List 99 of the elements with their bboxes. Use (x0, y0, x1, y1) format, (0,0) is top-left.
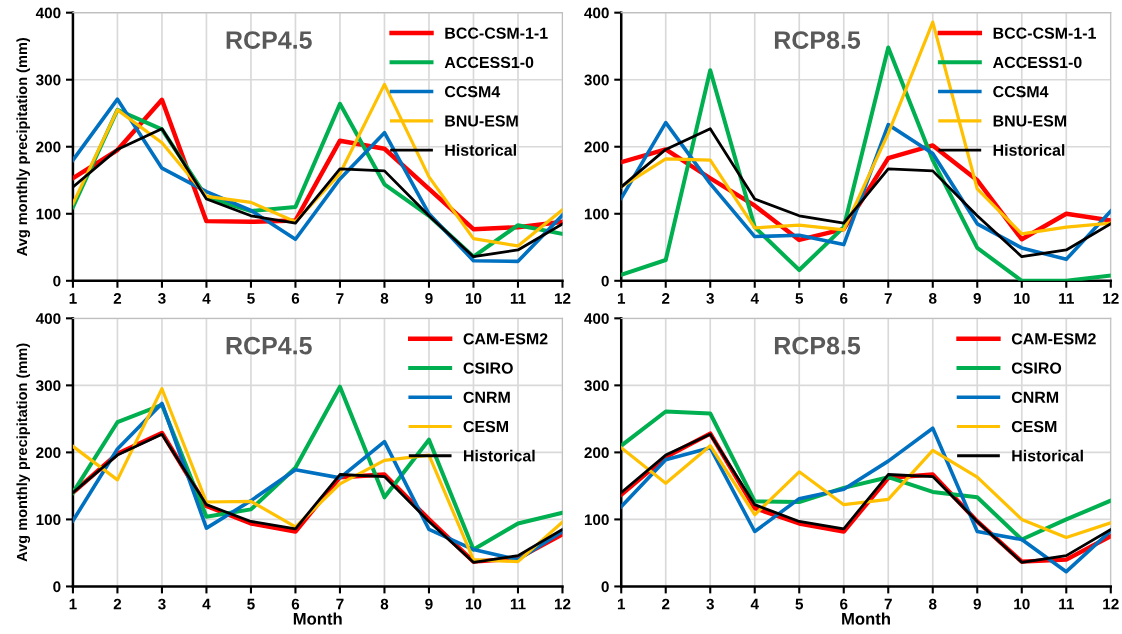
x-axis-title: Month (293, 612, 342, 625)
legend-label: BCC-CSM-1-1 (993, 27, 1096, 39)
x-tick-label: 6 (291, 293, 300, 304)
y-tick-label: 0 (601, 581, 609, 593)
legend-label: BCC-CSM-1-1 (445, 27, 548, 39)
x-tick-label: 2 (662, 598, 670, 610)
x-tick-label: 1 (69, 598, 77, 610)
x-tick-label: 3 (706, 293, 714, 304)
x-tick-label: 3 (706, 598, 714, 610)
legend-label: Historical (463, 449, 535, 462)
x-tick-label: 6 (291, 598, 300, 610)
text: RCP4.5 (226, 31, 312, 49)
y-tick-label: 200 (584, 447, 609, 459)
y-tick-label: 300 (584, 74, 609, 86)
y-tick-label: 300 (35, 380, 61, 392)
x-axis-title: Month (842, 612, 890, 625)
x-tick-label: 2 (113, 293, 122, 304)
x-tick-label: 2 (113, 598, 122, 610)
x-tick-label: 11 (1059, 598, 1074, 610)
y-tick-label: 400 (584, 313, 609, 325)
y-tick-label: 0 (53, 581, 61, 593)
x-tick-label: 10 (1014, 598, 1030, 610)
y-axis-title: Avg monthly precipitation (mm) (16, 343, 31, 562)
line-series (621, 444, 1111, 540)
y-tick-label: 100 (36, 208, 61, 220)
y-tick-label: 200 (36, 447, 61, 459)
x-tick-label: 9 (973, 293, 981, 304)
x-tick-label: 1 (69, 293, 77, 304)
x-tick-label: 5 (795, 293, 804, 304)
y-tick-label: 400 (584, 7, 609, 19)
x-tick-label: 4 (202, 598, 211, 610)
x-tick-label: 7 (884, 293, 892, 304)
y-tick-label: 300 (584, 380, 609, 392)
y-tick-label: 0 (601, 275, 609, 287)
legend-label: ACCESS1-0 (992, 56, 1082, 69)
legend-label: ACCESS1-0 (444, 56, 534, 69)
line-series (72, 82, 563, 248)
text: RCP8.5 (774, 336, 861, 355)
x-tick-label: 8 (380, 598, 389, 610)
legend-label: CNRM (463, 391, 510, 403)
y-tick-label: 100 (36, 514, 61, 526)
x-tick-label: 11 (1059, 293, 1074, 304)
x-tick-label: 12 (1103, 598, 1119, 610)
y-tick-label: 100 (584, 514, 609, 526)
x-tick-label: 12 (554, 293, 571, 304)
y-tick-label: 300 (35, 74, 61, 86)
x-tick-label: 7 (336, 293, 344, 304)
x-tick-label: 4 (202, 293, 211, 304)
y-tick-label: 100 (584, 208, 609, 220)
legend-label: Historical (993, 144, 1065, 156)
x-tick-label: 3 (158, 598, 166, 610)
x-tick-label: 7 (884, 598, 892, 610)
x-tick-label: 9 (425, 293, 433, 304)
x-tick-label: 10 (465, 598, 482, 610)
legend-label: Historical (445, 144, 516, 156)
x-tick-label: 12 (1103, 293, 1119, 304)
x-tick-label: 1 (617, 293, 626, 304)
x-tick-label: 8 (929, 598, 937, 610)
x-tick-label: 8 (929, 293, 937, 304)
x-tick-label: 3 (158, 293, 166, 304)
line-series (621, 20, 1111, 236)
legend-label: CSIRO (1011, 362, 1062, 374)
x-tick-label: 6 (840, 293, 848, 304)
x-tick-label: 9 (425, 598, 433, 610)
legend-label: CNRM (1011, 391, 1059, 403)
legend-label: BNU-ESM (445, 115, 518, 127)
legend-label: CESM (1011, 420, 1057, 433)
x-tick-label: 9 (973, 598, 981, 610)
x-tick-label: 4 (750, 293, 759, 304)
legend-label: CCSM4 (993, 86, 1049, 98)
x-tick-label: 7 (336, 598, 344, 610)
x-tick-label: 10 (1014, 293, 1030, 304)
legend-label: CSIRO (463, 362, 513, 374)
y-tick-label: 400 (35, 313, 61, 325)
legend-label: CAM-ESM2 (1011, 333, 1096, 345)
x-tick-label: 5 (247, 293, 255, 304)
x-tick-label: 8 (380, 293, 389, 304)
x-tick-label: 12 (554, 598, 571, 610)
x-tick-label: 1 (617, 598, 626, 610)
legend-label: Historical (1012, 449, 1083, 462)
legend-label: CESM (463, 420, 508, 433)
legend-label: CAM-ESM2 (463, 333, 548, 345)
x-tick-label: 5 (795, 598, 804, 610)
legend-label: CCSM4 (444, 86, 501, 98)
x-tick-label: 11 (510, 293, 526, 304)
y-tick-label: 200 (36, 141, 61, 153)
x-tick-label: 6 (840, 598, 848, 610)
x-tick-label: 2 (662, 293, 670, 304)
x-tick-label: 10 (465, 293, 482, 304)
x-tick-label: 5 (247, 598, 255, 610)
text: RCP8.5 (774, 31, 861, 49)
text: RCP4.5 (226, 336, 312, 355)
x-tick-label: 4 (750, 598, 759, 610)
y-tick-label: 400 (35, 7, 61, 19)
y-tick-label: 0 (53, 275, 61, 287)
legend-label: BNU-ESM (993, 115, 1067, 127)
y-tick-label: 200 (584, 141, 609, 153)
y-axis-title: Avg monthly precipitation (mm) (16, 37, 31, 256)
x-tick-label: 11 (510, 598, 526, 610)
